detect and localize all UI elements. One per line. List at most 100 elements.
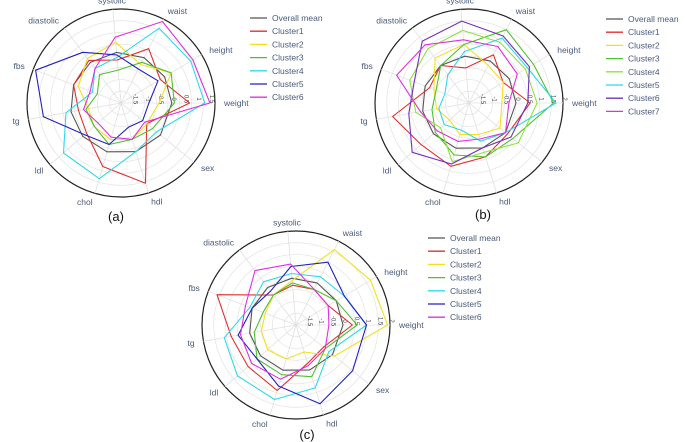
axis-label-weight: weight xyxy=(223,98,249,108)
radial-tick-label: 1 xyxy=(538,97,544,101)
radial-tick-label: 1 xyxy=(195,97,201,101)
radial-tick-label: 1.5 xyxy=(376,317,382,326)
axis-label-ldl: ldl xyxy=(383,166,392,176)
radial-tick-label: -1 xyxy=(491,96,497,102)
legend-entry-cluster6: Cluster6 xyxy=(450,312,482,322)
legend-entry-cluster4: Cluster4 xyxy=(272,66,304,76)
series-line-overall-mean xyxy=(70,51,173,153)
panel-caption: (b) xyxy=(475,207,491,222)
axis-spoke xyxy=(49,102,122,165)
axis-label-systolic: systolic xyxy=(98,0,127,5)
axis-label-ldl: ldl xyxy=(210,388,219,398)
legend-entry-overall-mean: Overall mean xyxy=(450,233,501,243)
axis-spoke xyxy=(120,102,149,194)
series-line-cluster2 xyxy=(433,43,504,136)
axis-label-hdl: hdl xyxy=(151,197,162,207)
series-line-cluster6 xyxy=(82,20,211,140)
axis-label-ldl: ldl xyxy=(35,166,44,176)
axis-label-height: height xyxy=(557,45,581,55)
axis-label-diastolic: diastolic xyxy=(28,16,59,26)
axis-label-waist: waist xyxy=(167,6,188,16)
legend-entry-cluster2: Cluster2 xyxy=(450,259,482,269)
legend-entry-overall-mean: Overall mean xyxy=(628,14,679,24)
axis-label-diastolic: diastolic xyxy=(203,238,234,248)
axis-spoke xyxy=(94,102,122,194)
legend-entry-cluster3: Cluster3 xyxy=(450,273,482,283)
axis-label-fbs: fbs xyxy=(13,61,24,71)
radial-tick-label: -0.5 xyxy=(502,94,508,105)
axis-label-waist: waist xyxy=(515,6,536,16)
legend-entry-cluster1: Cluster1 xyxy=(450,246,482,256)
legend-entry-cluster4: Cluster4 xyxy=(450,286,482,296)
radial-tick-label: 1 xyxy=(365,319,371,323)
radar-panel-c: weight height waist systolic diastolic fbs tg l… xyxy=(188,217,501,442)
radial-tick-label: 2 xyxy=(388,319,394,323)
series-line-cluster7 xyxy=(396,39,518,142)
axis-label-tg: tg xyxy=(361,116,368,126)
axis-label-systolic: systolic xyxy=(446,0,475,5)
radial-tick-label: 0 xyxy=(341,319,347,323)
series-line-overall-mean xyxy=(249,277,344,371)
axis-label-fbs: fbs xyxy=(188,283,199,293)
radial-tick-label: -1.5 xyxy=(306,316,312,327)
axis-label-systolic: systolic xyxy=(273,217,302,227)
radial-tick-label: 1.5 xyxy=(208,95,214,104)
series-line-cluster4 xyxy=(409,29,538,163)
legend-entry-cluster2: Cluster2 xyxy=(628,40,660,50)
axis-label-sex: sex xyxy=(201,163,215,173)
axis-spoke xyxy=(120,19,165,104)
axis-label-weight: weight xyxy=(571,98,597,108)
legend-entry-cluster7: Cluster7 xyxy=(628,106,660,116)
legend-entry-cluster2: Cluster2 xyxy=(272,39,304,49)
legend-entry-cluster6: Cluster6 xyxy=(272,92,304,102)
axis-label-chol: chol xyxy=(425,197,441,207)
axis-label-sex: sex xyxy=(376,385,390,395)
axis-label-waist: waist xyxy=(342,228,363,238)
axis-spoke xyxy=(112,9,122,104)
axis-spoke xyxy=(33,68,122,104)
legend-entry-overall-mean: Overall mean xyxy=(272,13,323,23)
axis-label-sex: sex xyxy=(549,163,563,173)
series-line-cluster4 xyxy=(62,27,206,180)
axis-label-weight: weight xyxy=(398,320,424,330)
series-line-cluster5 xyxy=(35,51,159,146)
radial-tick-label: -1.5 xyxy=(132,94,138,105)
series-line-cluster5 xyxy=(237,261,368,405)
radial-tick-label: -1 xyxy=(318,318,324,324)
axis-label-hdl: hdl xyxy=(326,419,337,429)
axis-label-diastolic: diastolic xyxy=(376,16,407,26)
series-line-cluster3 xyxy=(85,61,175,146)
legend-entry-cluster1: Cluster1 xyxy=(628,27,660,37)
axis-label-chol: chol xyxy=(77,197,93,207)
radar-panel-b: weight height waist systolic diastolic fbs tg l… xyxy=(361,0,679,222)
series-line-cluster4 xyxy=(223,272,368,401)
axis-label-height: height xyxy=(209,45,233,55)
radial-tick-label: 0.5 xyxy=(353,317,359,326)
legend-entry-cluster5: Cluster5 xyxy=(272,79,304,89)
series-line-cluster6 xyxy=(239,263,330,380)
series-line-cluster2 xyxy=(260,249,389,360)
legend-entry-cluster5: Cluster5 xyxy=(450,299,482,309)
radial-tick-label: 0 xyxy=(170,97,176,101)
legend-entry-cluster6: Cluster6 xyxy=(628,93,660,103)
axis-spoke xyxy=(64,27,122,104)
legend-entry-cluster1: Cluster1 xyxy=(272,26,304,36)
radial-tick-label: -1 xyxy=(144,96,150,102)
panel-caption: (c) xyxy=(299,427,314,442)
radial-tick-label: 0 xyxy=(514,97,520,101)
legend-entry-cluster4: Cluster4 xyxy=(628,67,660,77)
axis-label-tg: tg xyxy=(13,116,20,126)
series-line-cluster3 xyxy=(431,29,555,158)
axis-label-fbs: fbs xyxy=(361,61,372,71)
legend-entry-cluster3: Cluster3 xyxy=(272,53,304,63)
legend-entry-cluster5: Cluster5 xyxy=(628,80,660,90)
axis-label-tg: tg xyxy=(188,338,195,348)
panel-caption: (a) xyxy=(108,209,124,224)
radial-tick-label: -1.5 xyxy=(479,94,485,105)
series-line-cluster1 xyxy=(73,48,191,184)
series-line-overall-mean xyxy=(422,55,517,149)
series-line-cluster5 xyxy=(438,37,557,142)
axis-label-height: height xyxy=(384,267,408,277)
series-line-cluster3 xyxy=(253,282,358,378)
